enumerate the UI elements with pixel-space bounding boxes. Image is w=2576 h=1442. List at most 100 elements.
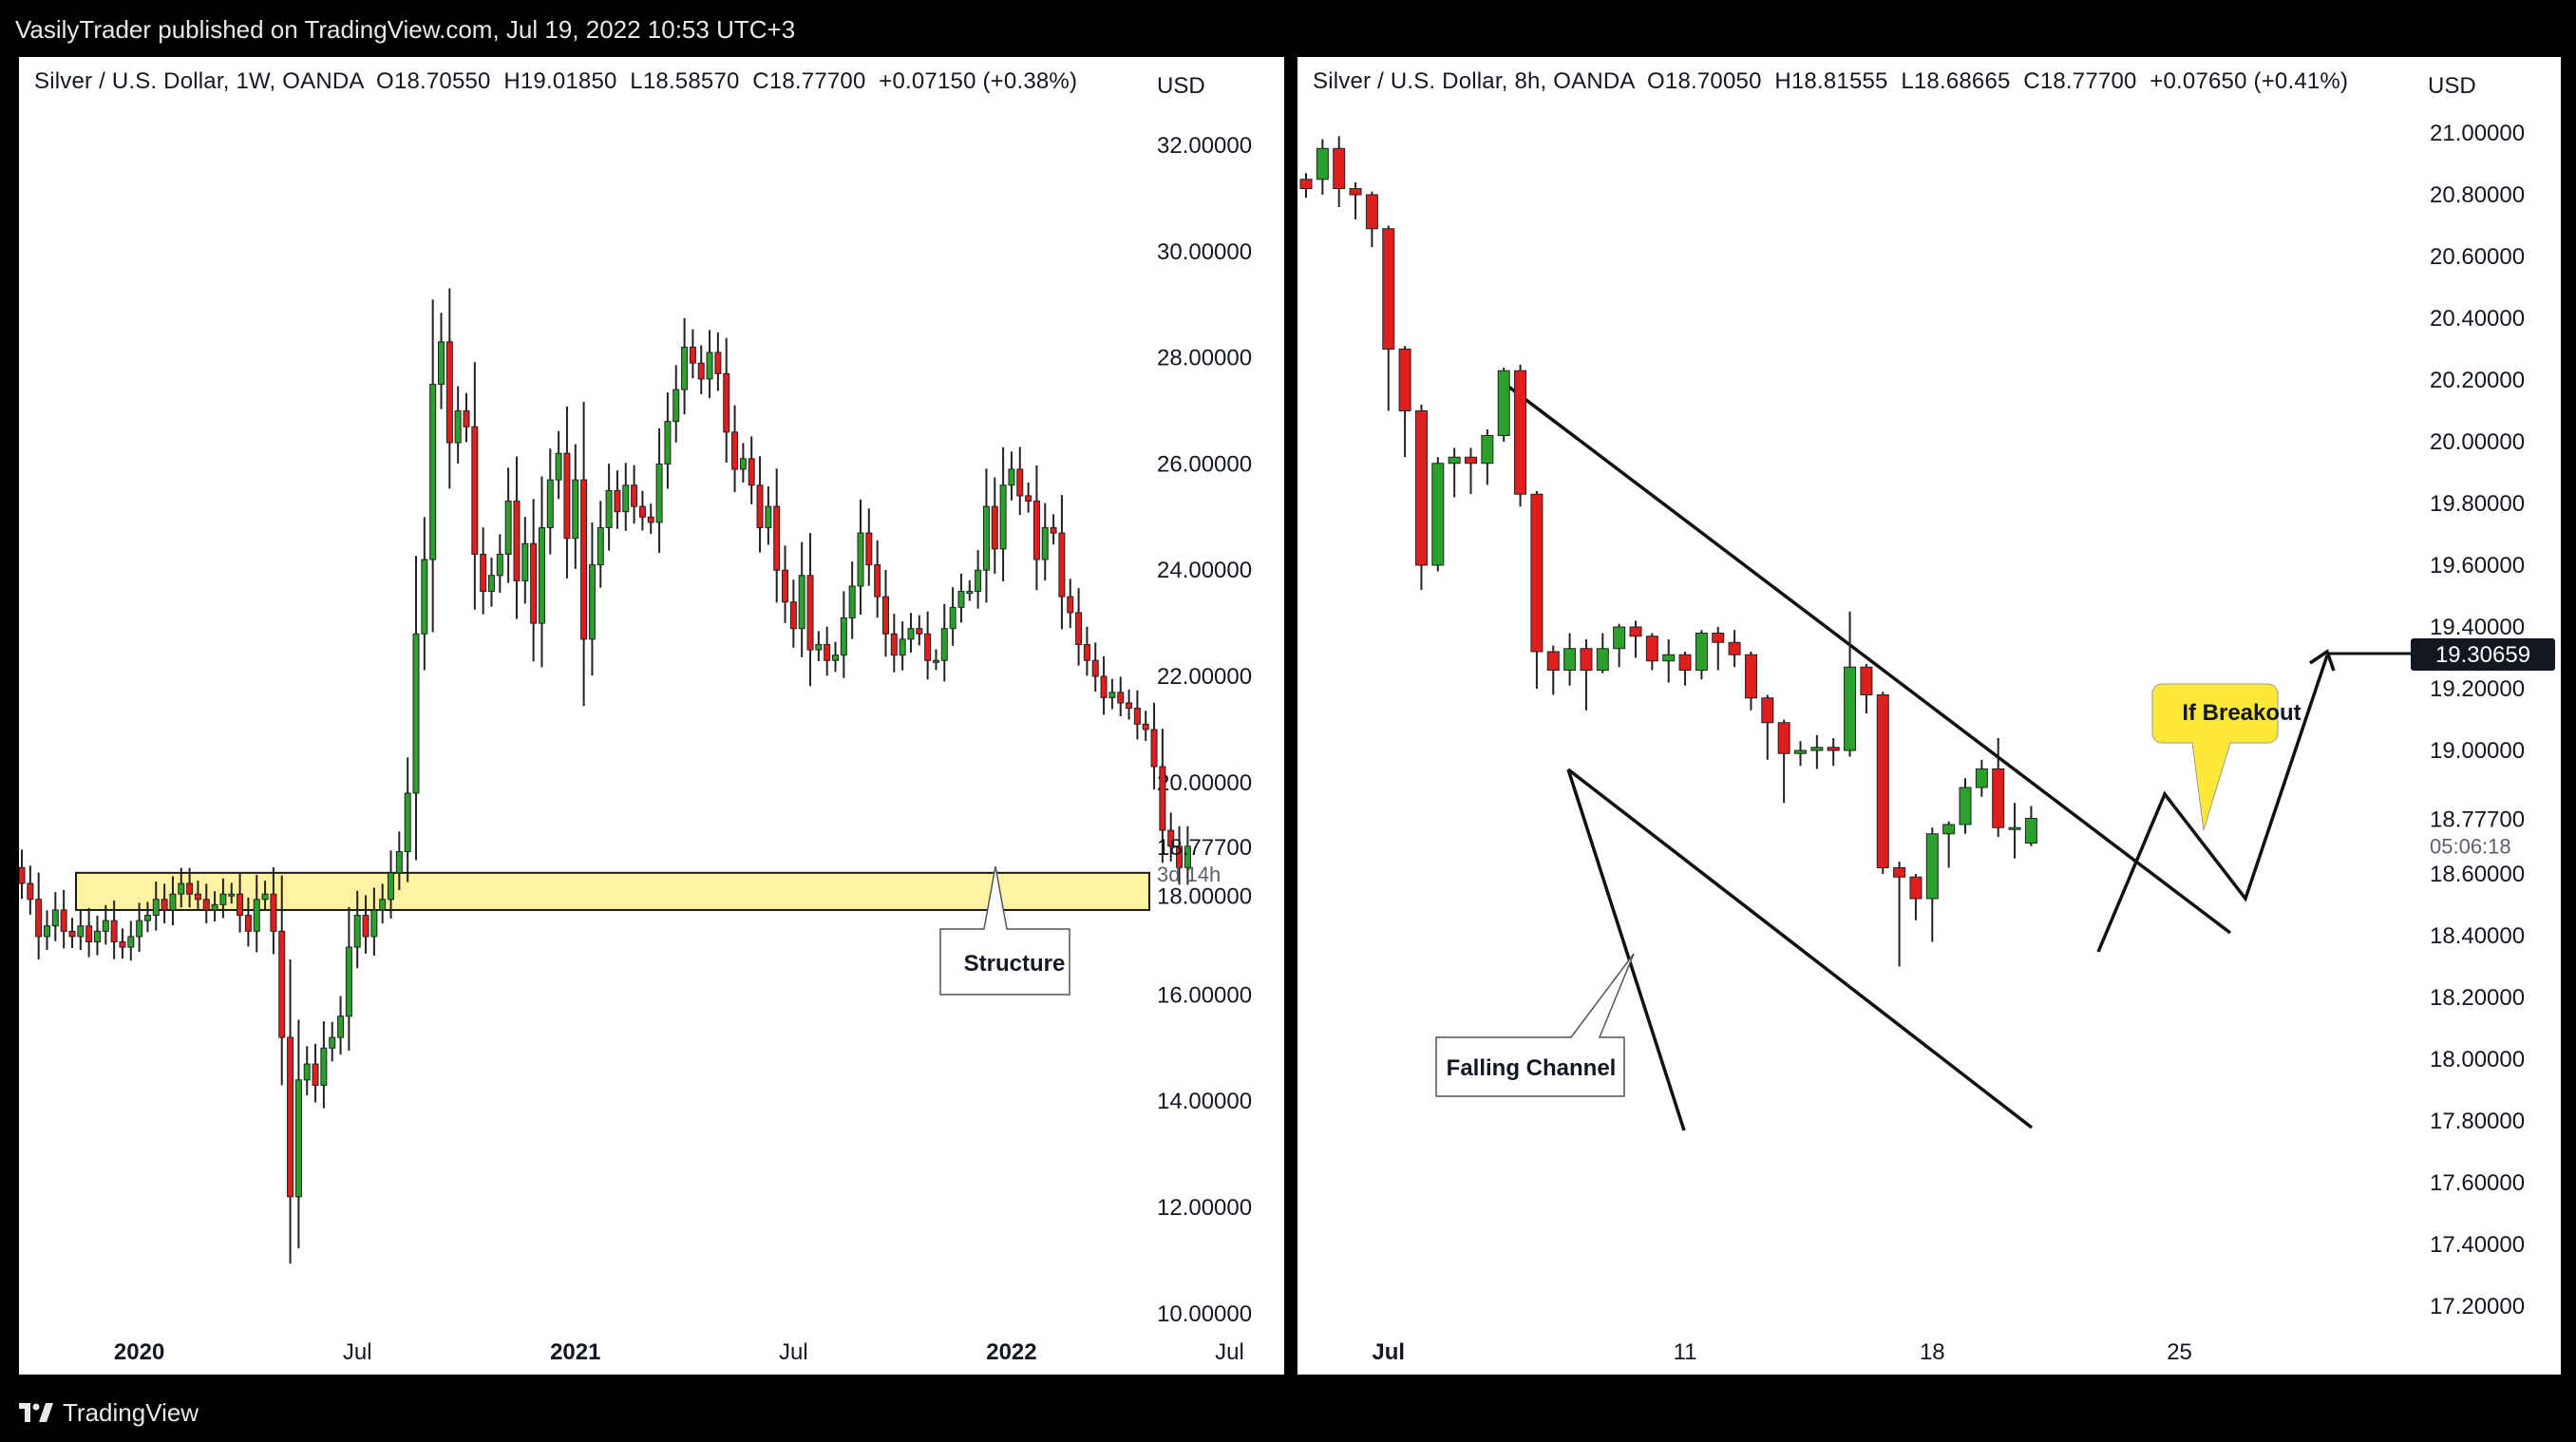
weekly-candle xyxy=(588,564,596,640)
weekly-candle xyxy=(1058,532,1066,598)
weekly-candle xyxy=(253,899,260,932)
candle xyxy=(1514,370,1527,495)
weekly-candle xyxy=(756,484,764,528)
last-price-label: 18.77700 xyxy=(1157,835,1252,861)
weekly-candle xyxy=(622,484,630,513)
x-tick-label: 25 xyxy=(2167,1339,2192,1365)
weekly-candle xyxy=(975,569,982,593)
weekly-candle xyxy=(278,930,286,1038)
weekly-candle xyxy=(706,351,713,380)
weekly-candle xyxy=(312,1063,319,1086)
candle xyxy=(1893,867,1906,878)
weekly-candle xyxy=(379,899,387,911)
y-tick-label: 10.00000 xyxy=(1157,1301,1252,1327)
y-tick-label: 17.20000 xyxy=(2430,1294,2525,1319)
weekly-candle xyxy=(329,1036,336,1049)
y-tick-label: 18.00000 xyxy=(2430,1047,2525,1072)
weekly-candle xyxy=(294,1079,302,1198)
weekly-candle xyxy=(102,920,109,932)
weekly-candle xyxy=(1050,526,1057,534)
candle xyxy=(1777,722,1790,754)
y-tick-label: 18.20000 xyxy=(2430,985,2525,1011)
weekly-candle xyxy=(731,431,739,470)
candle xyxy=(1744,654,1757,699)
weekly-candle xyxy=(824,643,831,661)
weekly-candle xyxy=(1150,729,1158,768)
falling-channel-callout-box xyxy=(1435,953,1635,1097)
x-tick-label: Jul xyxy=(343,1339,372,1365)
weekly-chart-panel[interactable]: 32.00000 30.00000 28.00000 26.00000 24.00000… xyxy=(19,57,1284,1375)
weekly-candle xyxy=(949,606,957,630)
x-tick-label: 2021 xyxy=(550,1339,600,1365)
publish-header: VasilyTrader published on TradingView.co… xyxy=(0,0,2576,57)
tradingview-logo-icon xyxy=(19,1403,53,1422)
weekly-candle xyxy=(370,909,378,938)
candle xyxy=(1563,648,1577,671)
weekly-candle xyxy=(714,351,722,374)
weekly-candle xyxy=(631,484,638,507)
candle xyxy=(1975,768,1988,788)
weekly-candle xyxy=(681,346,689,390)
countdown-label: 05:06:18 xyxy=(2430,834,2511,858)
candle xyxy=(1678,654,1692,671)
weekly-candle xyxy=(748,458,755,486)
weekly-candle xyxy=(1108,692,1116,698)
breakout-projection-path xyxy=(2096,655,2329,953)
weekly-candle xyxy=(655,463,663,523)
weekly-candle xyxy=(916,628,923,635)
weekly-candle xyxy=(1075,612,1083,645)
weekly-candle xyxy=(815,643,823,651)
candle xyxy=(1448,456,1461,465)
weekly-candle xyxy=(999,484,1007,550)
candle xyxy=(1333,147,1346,189)
weekly-chart-svg[interactable]: 32.00000 30.00000 28.00000 26.00000 24.00000… xyxy=(19,57,1284,1375)
weekly-candle xyxy=(857,532,864,587)
candle xyxy=(1398,349,1411,411)
candle xyxy=(1662,654,1676,662)
weekly-candle xyxy=(178,882,185,895)
candle xyxy=(1629,626,1642,637)
weekly-candle xyxy=(798,575,805,630)
weekly-candle xyxy=(563,452,571,540)
weekly-candle xyxy=(638,505,646,518)
weekly-candle xyxy=(421,559,428,635)
weekly-candle xyxy=(1025,495,1032,503)
structure-callout-label: Structure xyxy=(964,951,1066,977)
candle xyxy=(2008,826,2021,830)
weekly-candle xyxy=(890,633,898,656)
eight-hour-chart-panel[interactable]: 21.00000 20.80000 20.60000 20.40000 20.20000… xyxy=(1297,57,2561,1375)
weekly-candle xyxy=(237,893,244,917)
eight-hour-chart-svg[interactable]: 21.00000 20.80000 20.60000 20.40000 20.20000… xyxy=(1297,57,2561,1375)
x-tick-label: 2022 xyxy=(986,1339,1036,1365)
weekly-candle xyxy=(572,479,579,540)
y-tick-label: 20.20000 xyxy=(2430,368,2525,393)
weekly-candle xyxy=(110,920,118,943)
if-breakout-callout-box xyxy=(2151,683,2279,831)
weekly-candle xyxy=(161,899,168,911)
candle xyxy=(1810,747,1824,751)
weekly-candle xyxy=(1117,692,1125,704)
weekly-candle xyxy=(1008,468,1015,486)
weekly-candle xyxy=(244,915,252,932)
weekly-candle xyxy=(60,909,67,932)
weekly-candle xyxy=(907,628,915,640)
weekly-candle xyxy=(270,893,277,932)
x-tick-label: Jul xyxy=(1215,1339,1244,1365)
candle xyxy=(1844,666,1857,751)
weekly-candle xyxy=(580,479,588,640)
candle xyxy=(1465,456,1477,465)
weekly-candle xyxy=(723,372,730,433)
target-price-tag xyxy=(2411,638,2555,671)
weekly-candle xyxy=(261,893,269,901)
candle xyxy=(1827,747,1840,751)
weekly-candle xyxy=(1167,829,1175,847)
weekly-candle xyxy=(219,893,227,905)
candle xyxy=(1761,697,1774,724)
y-tick-label: 20.40000 xyxy=(2430,306,2525,332)
weekly-candle xyxy=(530,542,538,624)
structure-callout-box xyxy=(939,865,1070,996)
weekly-candle xyxy=(412,633,420,794)
weekly-candle xyxy=(832,655,840,661)
footer-brand-label: TradingView xyxy=(63,1397,199,1427)
weekly-candle xyxy=(51,909,59,927)
